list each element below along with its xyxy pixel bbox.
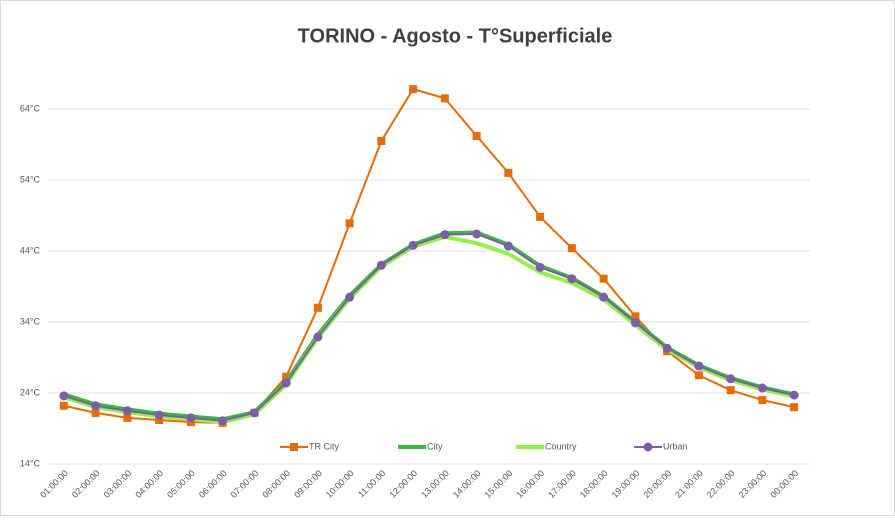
point xyxy=(789,390,799,400)
point xyxy=(567,244,576,253)
point xyxy=(154,410,164,420)
point xyxy=(472,229,482,239)
point xyxy=(567,274,577,284)
point xyxy=(409,85,418,94)
point xyxy=(726,374,736,384)
point xyxy=(91,408,100,417)
legend-label: Country xyxy=(545,441,577,451)
y-tick-label: 34°C xyxy=(20,316,41,326)
legend-label: TR City xyxy=(309,441,339,451)
y-tick-label: 64°C xyxy=(20,103,41,113)
point xyxy=(123,413,132,422)
point xyxy=(218,416,228,426)
chart-title: TORINO - Agosto - T°Superficiale xyxy=(298,25,613,47)
y-tick-label: 14°C xyxy=(20,458,41,468)
point xyxy=(59,391,69,401)
point xyxy=(91,401,101,411)
point xyxy=(155,415,164,424)
point xyxy=(59,401,68,410)
point xyxy=(472,131,481,140)
y-tick-label: 24°C xyxy=(20,387,41,397)
point xyxy=(631,312,640,321)
point xyxy=(122,406,132,416)
point xyxy=(186,413,196,423)
point xyxy=(662,343,672,353)
point xyxy=(790,403,799,412)
point xyxy=(694,371,703,380)
point xyxy=(345,292,355,302)
legend-label: City xyxy=(427,441,443,451)
y-tick-label: 44°C xyxy=(20,245,41,255)
point xyxy=(313,303,322,312)
legend-marker xyxy=(290,443,298,451)
legend-label: Urban xyxy=(663,441,688,451)
point xyxy=(503,241,513,251)
point xyxy=(694,361,704,371)
series-line xyxy=(63,232,795,422)
legend-marker xyxy=(643,442,653,452)
point xyxy=(282,372,291,381)
point xyxy=(535,262,545,272)
point xyxy=(758,396,767,405)
series-line xyxy=(63,234,795,425)
point xyxy=(757,383,767,393)
point xyxy=(440,94,449,103)
point xyxy=(440,230,450,240)
y-tick-label: 54°C xyxy=(20,174,41,184)
point xyxy=(630,318,640,328)
point xyxy=(536,212,545,221)
point xyxy=(376,260,386,270)
point xyxy=(313,332,323,342)
point xyxy=(377,136,386,145)
point xyxy=(504,168,513,177)
point xyxy=(345,219,354,228)
point xyxy=(281,378,291,388)
point xyxy=(599,274,608,283)
point xyxy=(408,240,418,250)
point xyxy=(599,292,609,302)
series-line xyxy=(63,88,795,424)
point xyxy=(726,386,735,395)
point xyxy=(249,408,259,418)
